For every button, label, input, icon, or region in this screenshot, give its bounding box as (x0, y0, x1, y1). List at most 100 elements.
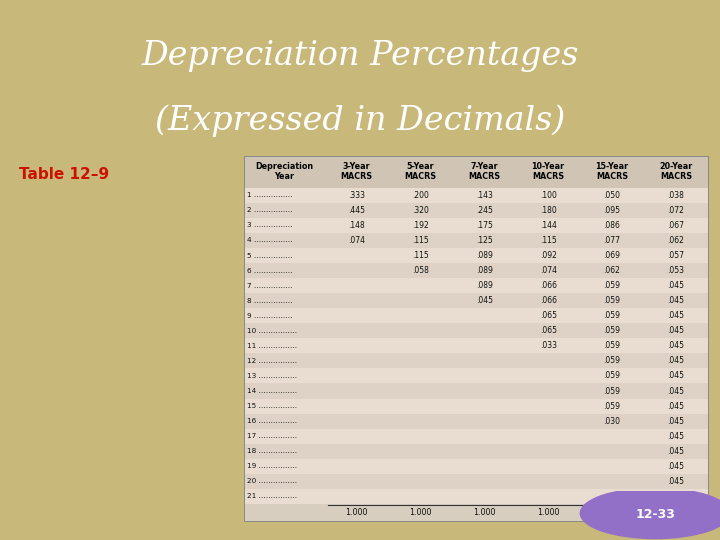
Text: 17 …………….: 17 ……………. (247, 433, 297, 439)
Text: .148: .148 (348, 221, 365, 230)
Text: .067: .067 (667, 221, 685, 230)
Text: .192: .192 (412, 221, 429, 230)
Text: 10-Year
MACRS: 10-Year MACRS (531, 162, 564, 181)
Text: 6 …………….: 6 ……………. (247, 268, 292, 274)
Text: .144: .144 (540, 221, 557, 230)
Text: .062: .062 (603, 266, 621, 275)
FancyBboxPatch shape (244, 278, 708, 293)
FancyBboxPatch shape (244, 444, 708, 459)
Text: 1.000: 1.000 (665, 508, 687, 517)
Text: .115: .115 (412, 236, 429, 245)
Text: Depreciation Percentages: Depreciation Percentages (141, 40, 579, 72)
Text: 1.000: 1.000 (537, 508, 559, 517)
Text: .077: .077 (603, 236, 621, 245)
Text: .059: .059 (603, 387, 621, 395)
Text: .059: .059 (603, 372, 621, 381)
FancyBboxPatch shape (244, 339, 708, 353)
Text: .065: .065 (540, 326, 557, 335)
FancyBboxPatch shape (244, 429, 708, 444)
Text: .069: .069 (603, 251, 621, 260)
Text: .089: .089 (476, 266, 492, 275)
Text: 13 …………….: 13 ……………. (247, 373, 297, 379)
Text: .045: .045 (667, 341, 685, 350)
Text: 3 …………….: 3 ……………. (247, 222, 292, 228)
Text: .030: .030 (603, 417, 621, 426)
Text: .089: .089 (476, 251, 492, 260)
Circle shape (580, 488, 720, 538)
FancyBboxPatch shape (244, 383, 708, 399)
Text: 1.000: 1.000 (600, 508, 624, 517)
Text: 18 …………….: 18 ……………. (247, 448, 297, 454)
Text: .045: .045 (667, 387, 685, 395)
Text: .180: .180 (540, 206, 557, 215)
Text: 2 …………….: 2 ……………. (247, 207, 292, 213)
Text: 5 …………….: 5 ……………. (247, 253, 292, 259)
Text: 8 …………….: 8 ……………. (247, 298, 292, 303)
Text: 3-Year
MACRS: 3-Year MACRS (341, 162, 373, 181)
Text: 9 …………….: 9 ……………. (247, 313, 292, 319)
Text: .092: .092 (540, 251, 557, 260)
Text: .072: .072 (667, 206, 684, 215)
Text: .333: .333 (348, 191, 365, 200)
Text: .089: .089 (476, 281, 492, 290)
Text: Depreciation
Year: Depreciation Year (256, 162, 313, 181)
Text: 1.000: 1.000 (473, 508, 495, 517)
Text: .045: .045 (667, 402, 685, 410)
Text: Table 12–9: Table 12–9 (19, 167, 109, 182)
FancyBboxPatch shape (244, 188, 708, 203)
Text: .059: .059 (603, 296, 621, 305)
Text: 11 …………….: 11 ……………. (247, 343, 297, 349)
Text: .175: .175 (476, 221, 492, 230)
Text: .059: .059 (603, 402, 621, 410)
Text: .045: .045 (667, 281, 685, 290)
FancyBboxPatch shape (244, 308, 708, 323)
FancyBboxPatch shape (244, 459, 708, 474)
FancyBboxPatch shape (244, 218, 708, 233)
Text: .045: .045 (476, 296, 492, 305)
Text: .066: .066 (540, 281, 557, 290)
Text: .086: .086 (603, 221, 621, 230)
Text: 21 …………….: 21 ……………. (247, 494, 297, 500)
Text: 15 …………….: 15 ……………. (247, 403, 297, 409)
Text: 1 …………….: 1 ……………. (247, 192, 292, 198)
FancyBboxPatch shape (244, 156, 708, 188)
Text: .059: .059 (603, 326, 621, 335)
Text: .033: .033 (540, 341, 557, 350)
FancyBboxPatch shape (244, 504, 708, 521)
Text: .062: .062 (667, 236, 684, 245)
Text: 1.000: 1.000 (346, 508, 368, 517)
FancyBboxPatch shape (244, 156, 708, 521)
Text: .074: .074 (348, 236, 365, 245)
Text: .057: .057 (667, 251, 685, 260)
FancyBboxPatch shape (244, 263, 708, 278)
Text: .059: .059 (603, 281, 621, 290)
Text: .125: .125 (476, 236, 492, 245)
Text: 7 …………….: 7 ……………. (247, 282, 292, 289)
Text: .115: .115 (412, 251, 429, 260)
Text: .045: .045 (667, 372, 685, 381)
Text: .200: .200 (412, 191, 429, 200)
Text: .100: .100 (540, 191, 557, 200)
Text: 1.000: 1.000 (409, 508, 432, 517)
Text: 5-Year
MACRS: 5-Year MACRS (405, 162, 436, 181)
FancyBboxPatch shape (244, 414, 708, 429)
FancyBboxPatch shape (244, 489, 708, 504)
Text: .066: .066 (540, 296, 557, 305)
Text: (Expressed in Decimals): (Expressed in Decimals) (155, 104, 565, 137)
Text: .059: .059 (603, 311, 621, 320)
FancyBboxPatch shape (244, 248, 708, 263)
Text: 19 …………….: 19 ……………. (247, 463, 297, 469)
FancyBboxPatch shape (244, 293, 708, 308)
Text: 12-33: 12-33 (635, 508, 675, 521)
Text: 15-Year
MACRS: 15-Year MACRS (595, 162, 629, 181)
FancyBboxPatch shape (244, 323, 708, 339)
FancyBboxPatch shape (244, 233, 708, 248)
Text: .095: .095 (603, 206, 621, 215)
Text: 7-Year
MACRS: 7-Year MACRS (468, 162, 500, 181)
Text: .045: .045 (667, 477, 685, 486)
Text: 16 …………….: 16 ……………. (247, 418, 297, 424)
Text: .065: .065 (540, 311, 557, 320)
Text: .050: .050 (603, 191, 621, 200)
Text: 4 …………….: 4 ……………. (247, 238, 292, 244)
Text: .059: .059 (603, 356, 621, 366)
